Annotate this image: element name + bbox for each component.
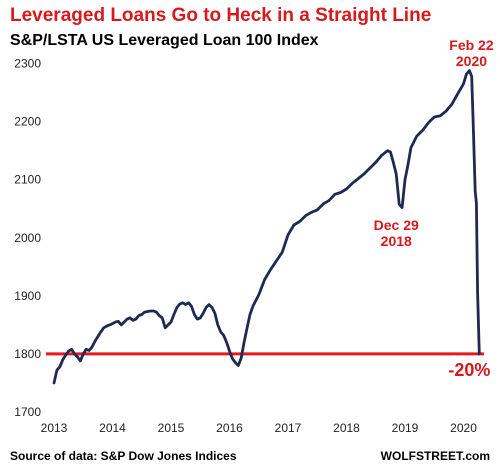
y-tick-label: 2300	[14, 57, 41, 71]
brand-label: WOLFSTREET.com	[381, 449, 490, 463]
x-tick-label: 2017	[275, 421, 302, 435]
y-axis: 1700 1800 1900 2000 2100 2200 2300	[14, 57, 41, 419]
drop-percent-label: -20%	[448, 360, 490, 380]
y-tick-label: 1900	[14, 289, 41, 303]
source-note: Source of data: S&P Dow Jones Indices	[10, 449, 237, 463]
x-tick-label: 2020	[450, 421, 477, 435]
x-tick-label: 2015	[158, 421, 185, 435]
peak-year-label: 2020	[456, 53, 487, 69]
peak-date-label: Feb 22	[449, 37, 494, 53]
index-series-line	[52, 69, 481, 385]
dip-year-label: 2018	[381, 233, 412, 249]
x-tick-label: 2013	[41, 421, 68, 435]
x-tick-label: 2014	[99, 421, 126, 435]
chart-title: Leveraged Loans Go to Heck in a Straight…	[10, 5, 431, 26]
x-tick-label: 2019	[392, 421, 419, 435]
y-tick-label: 1700	[14, 405, 41, 419]
x-tick-label: 2018	[333, 421, 360, 435]
y-tick-label: 2000	[14, 231, 41, 245]
x-axis: 2013 2014 2015 2016 2017 2018 2019 2020	[41, 421, 478, 435]
y-tick-label: 1800	[14, 347, 41, 361]
dip-date-label: Dec 29	[374, 217, 419, 233]
y-tick-label: 2200	[14, 115, 41, 129]
x-tick-label: 2016	[216, 421, 243, 435]
chart-subtitle: S&P/LSTA US Leveraged Loan 100 Index	[10, 32, 319, 49]
y-tick-label: 2100	[14, 173, 41, 187]
